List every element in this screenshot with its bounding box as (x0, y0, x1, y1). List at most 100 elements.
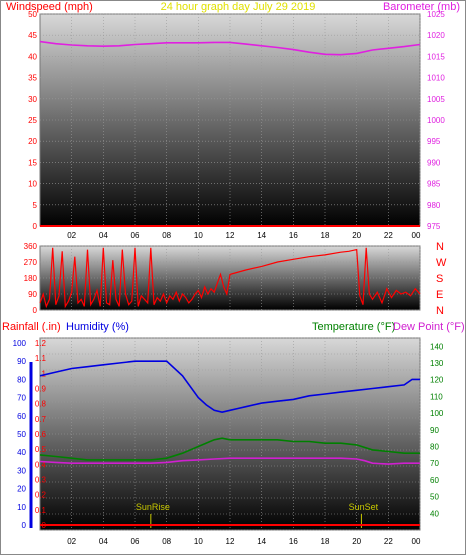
x-tick-label: 08 (162, 537, 171, 546)
barometer-tick-label: 975 (427, 222, 441, 231)
temperature-tick-label: 50 (430, 493, 439, 502)
rainfall-tick-label: 1 (42, 369, 47, 378)
humidity-tick-label: 50 (17, 430, 26, 439)
dewpoint-series-line (39, 457, 420, 465)
humidity-tick-label: 40 (17, 448, 26, 457)
temperature-tick-label: 100 (430, 409, 444, 418)
barometer-tick-label: 980 (427, 201, 441, 210)
x-tick-label: 20 (352, 231, 361, 240)
barometer-tick-label: 1015 (427, 52, 445, 61)
x-tick-label: 04 (99, 231, 108, 240)
temperature-tick-label: 110 (430, 392, 443, 401)
barometer-tick-label: 1025 (427, 10, 445, 19)
temperature-series-line (39, 437, 420, 461)
winddir-tick-label: 90 (28, 290, 37, 299)
humidity-tick-label: 70 (17, 394, 26, 403)
x-tick-label: 04 (99, 537, 108, 546)
humidity-axis-label: Humidity (%) (66, 321, 129, 333)
humidity-series-line (39, 360, 420, 414)
temperature-tick-label: 60 (430, 476, 439, 485)
barometer-axis-label: Barometer (mb) (383, 1, 460, 13)
temperature-tick-label: 80 (430, 443, 439, 452)
x-tick-label: 12 (226, 537, 235, 546)
x-tick-label: 06 (131, 231, 140, 240)
compass-label: N (436, 241, 444, 253)
barometer-tick-label: 985 (427, 180, 441, 189)
x-tick-label: 16 (289, 537, 298, 546)
windspeed-tick-label: 5 (33, 201, 38, 210)
compass-label: S (436, 273, 443, 285)
rainfall-tick-label: 0.6 (35, 430, 47, 439)
rainfall-tick-label: 0.4 (35, 460, 47, 469)
x-tick-label: 18 (321, 231, 330, 240)
barometer-tick-label: 1020 (427, 31, 445, 40)
rainfall-tick-label: 0.1 (35, 506, 47, 515)
rainfall-tick-label: 0.7 (35, 415, 47, 424)
temperature-tick-label: 120 (430, 376, 444, 385)
temperature-tick-label: 140 (430, 342, 444, 351)
winddir-tick-label: 0 (33, 306, 38, 315)
x-tick-label: 22 (384, 537, 393, 546)
windspeed-axis-label: Windspeed (mph) (6, 1, 93, 13)
compass-label: E (436, 289, 443, 301)
x-tick-label: 08 (162, 231, 171, 240)
windspeed-tick-label: 45 (28, 31, 37, 40)
humidity-tick-label: 10 (17, 503, 26, 512)
windspeed-tick-label: 25 (28, 116, 37, 125)
humidity-tick-label: 20 (17, 485, 26, 494)
rainfall-tick-label: 0.5 (35, 445, 47, 454)
rainfall-tick-label: 1.2 (35, 339, 47, 348)
humidity-tick-label: 30 (17, 466, 26, 475)
windspeed-tick-label: 10 (28, 180, 37, 189)
rainfall-tick-label: 0.3 (35, 476, 47, 485)
rainfall-tick-label: 0.9 (35, 385, 47, 394)
winddir-tick-label: 180 (24, 274, 38, 283)
humidity-tick-label: 0 (22, 521, 27, 530)
winddir-tick-label: 360 (24, 242, 38, 251)
x-tick-label: 14 (257, 537, 266, 546)
x-tick-label: 16 (289, 231, 298, 240)
humidity-tick-label: 100 (13, 339, 27, 348)
temperature-tick-label: 130 (430, 359, 444, 368)
temperature-tick-label: 70 (430, 459, 439, 468)
dewpoint-axis-label: Dew Point (°F) (393, 321, 465, 333)
rainfall-axis-label: Rainfall (.in) (2, 321, 61, 333)
barometer-tick-label: 995 (427, 137, 441, 146)
humidity-tick-label: 80 (17, 375, 26, 384)
windspeed-tick-label: 15 (28, 158, 37, 167)
windspeed-tick-label: 40 (28, 52, 37, 61)
winddir-series-line (39, 247, 421, 309)
temperature-axis-label: Temperature (°F) (312, 321, 395, 333)
windspeed-tick-label: 0 (33, 222, 38, 231)
x-tick-label: 00 (412, 231, 421, 240)
barometer-tick-label: 1010 (427, 74, 445, 83)
barometer-tick-label: 1000 (427, 116, 445, 125)
humidity-tick-label: 90 (17, 357, 26, 366)
x-tick-label: 02 (67, 231, 76, 240)
x-tick-label: 02 (67, 537, 76, 546)
x-tick-label: 10 (194, 537, 203, 546)
x-tick-label: 10 (194, 231, 203, 240)
rainfall-tick-label: 0.2 (35, 491, 47, 500)
rainfall-tick-label: 1.1 (35, 354, 47, 363)
x-tick-label: 12 (226, 231, 235, 240)
compass-label: N (436, 305, 444, 317)
graph-title: 24 hour graph day July 29 2019 (161, 1, 316, 13)
windspeed-tick-label: 35 (28, 74, 37, 83)
barometer-tick-label: 990 (427, 158, 441, 167)
winddir-tick-label: 270 (24, 258, 38, 267)
x-tick-label: 14 (257, 231, 266, 240)
barometer-tick-label: 1005 (427, 95, 445, 104)
windspeed-tick-label: 50 (28, 10, 37, 19)
barometer-series-line (39, 40, 421, 56)
temperature-tick-label: 40 (430, 509, 439, 518)
x-tick-label: 20 (352, 537, 361, 546)
sunset-label: SunSet (349, 502, 379, 512)
x-tick-label: 18 (321, 537, 330, 546)
sunrise-label: SunRise (136, 502, 170, 512)
x-tick-label: 06 (131, 537, 140, 546)
humidity-tick-label: 60 (17, 412, 26, 421)
rainfall-tick-label: 0.8 (35, 400, 47, 409)
compass-label: W (436, 257, 447, 269)
